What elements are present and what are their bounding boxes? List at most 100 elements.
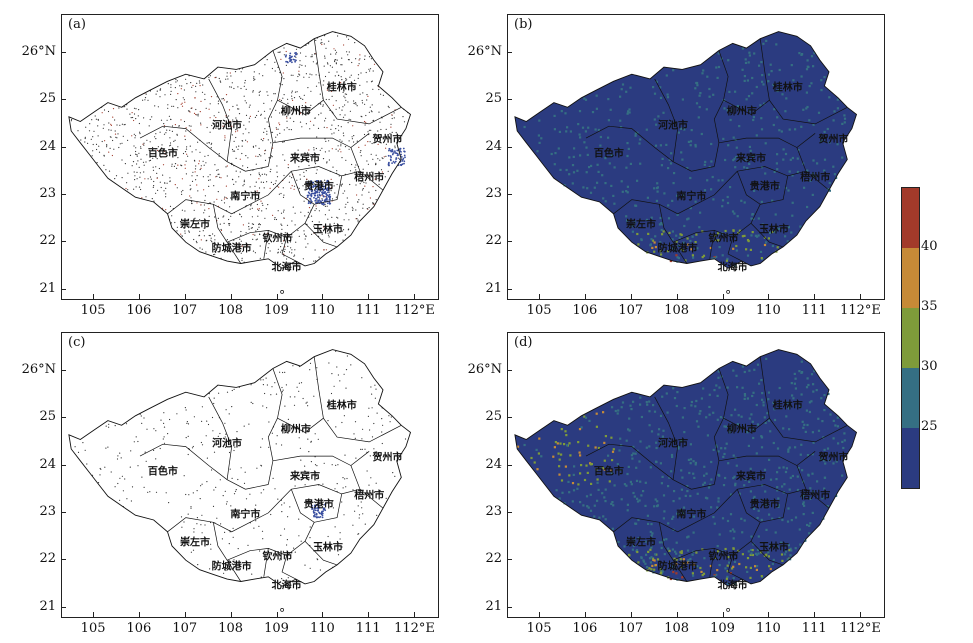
city-label: 贵港市: [303, 181, 334, 193]
city-label: 梧州市: [354, 490, 385, 502]
x-tick-mark: [368, 612, 370, 617]
y-tick-label: 22: [39, 551, 56, 567]
y-tick-label: 26°N: [21, 361, 56, 377]
province-outline: [514, 31, 858, 269]
x-tick-label: 112°E: [394, 621, 435, 636]
map-canvas: [68, 31, 412, 294]
y-tick-mark: [61, 606, 66, 608]
city-borders: [139, 356, 402, 582]
x-tick-mark: [539, 612, 541, 617]
city-label: 贺州市: [818, 134, 849, 146]
y-tick-label: 24: [485, 138, 502, 154]
x-tick-label: 112°E: [840, 303, 881, 318]
y-tick-mark: [61, 193, 66, 195]
region-fill: [68, 31, 411, 269]
x-tick-mark: [676, 612, 678, 617]
y-tick-mark: [61, 369, 66, 371]
city-label: 桂林市: [326, 82, 357, 94]
city-label: 柳州市: [280, 106, 311, 118]
x-tick-mark: [414, 294, 416, 299]
x-tick-mark: [860, 294, 862, 299]
city-label: 来宾市: [290, 153, 321, 165]
y-tick-label: 21: [485, 598, 502, 614]
y-tick-label: 21: [485, 280, 502, 296]
city-label: 北海市: [271, 262, 302, 274]
y-tick-mark: [507, 511, 512, 513]
x-tick-mark: [138, 612, 140, 617]
city-label: 北海市: [717, 262, 748, 274]
city-label: 贺州市: [372, 134, 403, 146]
x-tick-mark: [414, 612, 416, 617]
island-outline: [726, 608, 730, 612]
y-tick-label: 25: [485, 91, 502, 107]
y-tick-label: 22: [39, 233, 56, 249]
colorbar-segment: [902, 308, 919, 368]
y-tick-mark: [507, 193, 512, 195]
city-label: 桂林市: [772, 400, 803, 412]
city-label: 南宁市: [676, 191, 707, 203]
x-tick-label: 108: [664, 303, 690, 318]
colorbar-tick-label: 30: [921, 359, 938, 374]
y-tick-label: 24: [39, 456, 56, 472]
y-tick-mark: [61, 99, 66, 101]
x-tick-label: 110: [309, 621, 335, 636]
x-tick-mark: [539, 294, 541, 299]
x-tick-mark: [722, 294, 724, 299]
x-tick-label: 109: [264, 621, 289, 636]
city-label: 崇左市: [179, 219, 210, 231]
x-tick-mark: [368, 294, 370, 299]
x-tick-label: 106: [126, 303, 152, 318]
panel-label-d: (d): [514, 335, 533, 350]
x-tick-mark: [230, 294, 232, 299]
x-tick-label: 108: [664, 621, 690, 636]
city-label: 北海市: [271, 580, 302, 592]
city-borders: [585, 356, 848, 582]
y-tick-mark: [507, 606, 512, 608]
x-tick-label: 107: [618, 303, 644, 318]
city-label: 贵港市: [303, 499, 334, 511]
x-tick-mark: [138, 294, 140, 299]
city-label: 梧州市: [354, 172, 385, 184]
map-panel-c: (c) 桂林市 柳州市 河池市 贺州市 百色市 来宾市 梧州市 贵港市 南宁市 崇左市 玉林市 钦州市…: [61, 332, 439, 618]
x-tick-label: 106: [572, 621, 598, 636]
map-panel-d: (d) 桂林市 柳州市 河池市 贺州市 百色市 来宾市 梧州市 贵港市 南宁市 崇左市 玉林市 钦州市…: [507, 332, 885, 618]
colorbar-segment: [902, 248, 919, 308]
y-tick-label: 26°N: [21, 43, 56, 59]
x-tick-mark: [184, 294, 186, 299]
city-label: 南宁市: [230, 191, 261, 203]
city-label: 崇左市: [179, 537, 210, 549]
city-label: 河池市: [212, 438, 243, 450]
y-tick-label: 23: [39, 503, 56, 519]
x-tick-mark: [814, 612, 816, 617]
map-canvas: [68, 349, 412, 612]
city-label: 贵港市: [749, 181, 780, 193]
x-tick-label: 108: [218, 303, 244, 318]
x-tick-mark: [584, 294, 586, 299]
x-tick-mark: [630, 294, 632, 299]
y-tick-label: 26°N: [467, 43, 502, 59]
y-tick-mark: [507, 559, 512, 561]
x-tick-mark: [584, 612, 586, 617]
city-label: 百色市: [147, 148, 178, 160]
y-tick-label: 25: [39, 409, 56, 425]
y-tick-mark: [507, 99, 512, 101]
city-label: 崇左市: [625, 537, 656, 549]
map-panel-b: (b) 桂林市 柳州市 河池市 贺州市 百色市 来宾市 梧州市 贵港市 南宁市 崇左市 玉林市 钦州市…: [507, 14, 885, 300]
x-tick-label: 111: [355, 303, 381, 318]
province-outline: [68, 349, 412, 587]
island-outline: [280, 290, 284, 294]
city-label: 梧州市: [800, 490, 831, 502]
city-label: 崇左市: [625, 219, 656, 231]
city-label: 柳州市: [280, 424, 311, 436]
x-tick-label: 105: [80, 303, 106, 318]
city-label: 河池市: [658, 120, 689, 132]
x-tick-label: 107: [172, 621, 198, 636]
city-label: 来宾市: [736, 471, 767, 483]
x-tick-mark: [768, 294, 770, 299]
y-tick-label: 25: [39, 91, 56, 107]
city-label: 钦州市: [262, 551, 293, 563]
station-points: [74, 350, 407, 580]
city-label: 桂林市: [326, 400, 357, 412]
colorbar-segment: [902, 188, 919, 248]
city-label: 梧州市: [800, 172, 831, 184]
